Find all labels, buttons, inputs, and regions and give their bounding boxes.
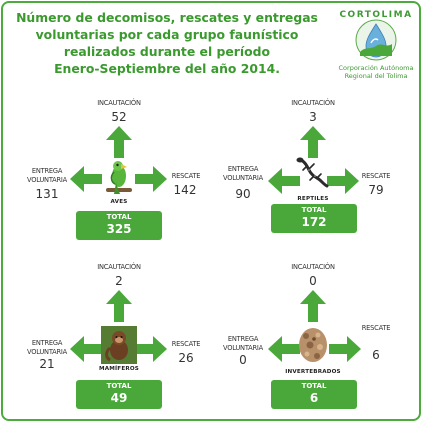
entrega-label: ENTREGA VOLUNTARIA bbox=[218, 334, 268, 352]
total-box: TOTAL 6 bbox=[271, 380, 357, 409]
group-name: INVERTEBRADOS bbox=[285, 369, 341, 375]
incautacion-label: INCAUTACIÓN bbox=[97, 98, 141, 107]
rescate-value: 6 bbox=[372, 348, 380, 362]
total-box: TOTAL 172 bbox=[271, 204, 357, 233]
arrow-left-icon bbox=[268, 168, 300, 194]
rescate-label: RESCATE bbox=[171, 171, 201, 180]
entrega-label-line-2: VOLUNTARIA bbox=[223, 343, 263, 352]
logo-subtitle-2: Regional del Tolima bbox=[344, 72, 408, 80]
total-label: TOTAL bbox=[106, 213, 132, 221]
entrega-label-line-1: ENTREGA bbox=[227, 334, 259, 343]
total-box: TOTAL 49 bbox=[76, 380, 162, 409]
invertebrate-icon bbox=[299, 328, 327, 362]
group-name: AVES bbox=[110, 199, 128, 205]
total-box: TOTAL 325 bbox=[76, 211, 162, 240]
entrega-label: ENTREGA VOLUNTARIA bbox=[218, 164, 268, 182]
cortolima-logo-mark bbox=[355, 19, 397, 61]
group-reptiles: INCAUTACIÓN 3 REPTILES ENTREGA VOLUNTARI… bbox=[217, 92, 407, 252]
incautacion-value: 52 bbox=[111, 110, 127, 124]
rescate-label: RESCATE bbox=[171, 339, 201, 348]
title-line-4: Enero-Septiembre del año 2014. bbox=[54, 61, 280, 76]
arrow-up-icon bbox=[300, 126, 326, 158]
total-value: 172 bbox=[301, 215, 327, 229]
arrow-left-icon bbox=[268, 336, 300, 362]
rescate-label: RESCATE bbox=[361, 323, 391, 332]
rescate-value: 142 bbox=[173, 183, 197, 197]
entrega-label: ENTREGA VOLUNTARIA bbox=[22, 338, 72, 356]
incautacion-value: 2 bbox=[115, 274, 123, 288]
monkey-icon bbox=[101, 326, 137, 364]
total-label: TOTAL bbox=[301, 206, 327, 214]
group-name: MAMÍFEROS bbox=[98, 366, 140, 372]
title-line-1: Número de decomisos, rescates y entregas bbox=[16, 10, 318, 25]
incautacion-value: 3 bbox=[309, 110, 317, 124]
total-value: 49 bbox=[110, 391, 128, 405]
entrega-label-line-1: ENTREGA bbox=[31, 338, 63, 347]
rescate-label: RESCATE bbox=[361, 171, 391, 180]
total-value: 325 bbox=[106, 222, 132, 236]
group-invertebrados: INCAUTACIÓN 0 INVERTEBRADOS ENTREGA VOLU… bbox=[217, 256, 407, 416]
total-label: TOTAL bbox=[301, 382, 327, 390]
entrega-label-line-2: VOLUNTARIA bbox=[223, 173, 263, 182]
title-line-2: voluntarias por cada grupo faunístico bbox=[35, 27, 299, 42]
total-value: 6 bbox=[309, 391, 319, 405]
arrow-left-icon bbox=[70, 166, 102, 192]
rescate-value: 79 bbox=[368, 183, 384, 197]
parrot-icon bbox=[106, 161, 132, 194]
title-line-3: realizados durante el período bbox=[63, 44, 271, 59]
logo-subtitle-1: Corporación Autónoma bbox=[338, 64, 414, 72]
arrow-up-icon bbox=[106, 126, 132, 158]
incautacion-label: INCAUTACIÓN bbox=[291, 262, 335, 271]
arrow-right-icon bbox=[135, 166, 167, 192]
entrega-value: 21 bbox=[39, 357, 55, 371]
group-aves: INCAUTACIÓN 52 AVES ENTREGA VOLUNTARIA 1… bbox=[24, 92, 214, 252]
entrega-label-line-2: VOLUNTARIA bbox=[27, 175, 67, 184]
rescate-value: 26 bbox=[178, 351, 194, 365]
entrega-label-line-2: VOLUNTARIA bbox=[27, 347, 67, 356]
infographic-title: Número de decomisos, rescates y entregas… bbox=[6, 9, 328, 77]
arrow-left-icon bbox=[70, 336, 102, 362]
incautacion-label: INCAUTACIÓN bbox=[291, 98, 335, 107]
arrow-up-icon bbox=[106, 290, 132, 322]
cortolima-logo: CORTOLIMA Corporación Autónoma Regional … bbox=[336, 6, 416, 80]
incautacion-value: 0 bbox=[309, 274, 317, 288]
group-name: REPTILES bbox=[297, 196, 329, 202]
arrow-right-icon bbox=[327, 168, 359, 194]
arrow-up-icon bbox=[300, 290, 326, 322]
lizard-icon bbox=[296, 157, 329, 188]
group-mamiferos: INCAUTACIÓN 2 MAMÍFEROS ENTREGA VOLUNTAR… bbox=[24, 256, 214, 416]
entrega-value: 90 bbox=[235, 187, 251, 201]
entrega-value: 0 bbox=[239, 353, 247, 367]
entrega-label-line-1: ENTREGA bbox=[31, 166, 63, 175]
entrega-value: 131 bbox=[35, 187, 59, 201]
incautacion-label: INCAUTACIÓN bbox=[97, 262, 141, 271]
arrow-right-icon bbox=[135, 336, 167, 362]
logo-name: CORTOLIMA bbox=[339, 10, 413, 20]
entrega-label: ENTREGA VOLUNTARIA bbox=[22, 166, 72, 184]
arrow-right-icon bbox=[329, 336, 361, 362]
total-label: TOTAL bbox=[106, 382, 132, 390]
entrega-label-line-1: ENTREGA bbox=[227, 164, 259, 173]
